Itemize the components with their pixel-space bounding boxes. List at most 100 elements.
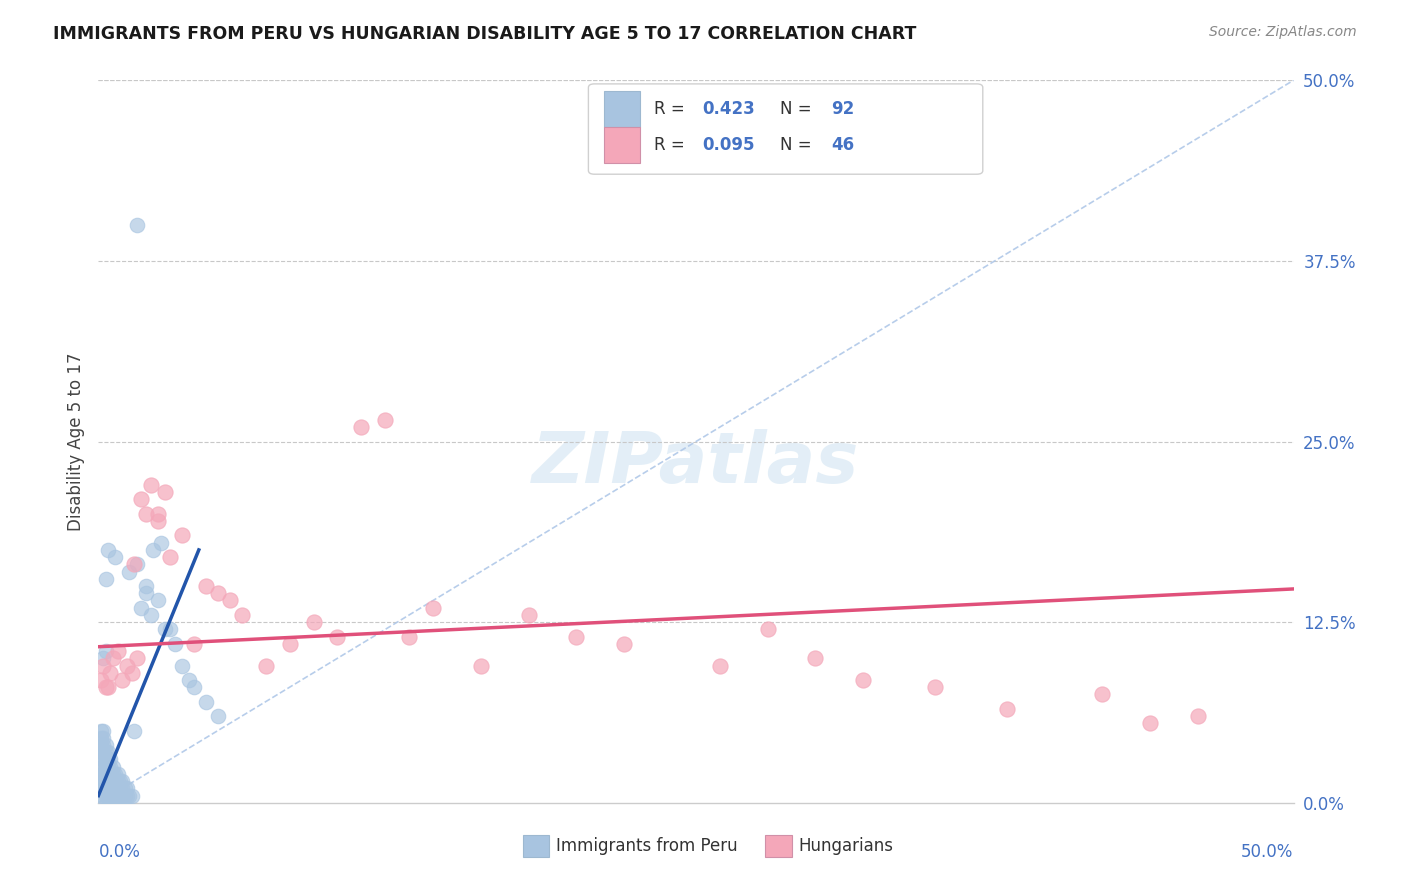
Point xyxy=(195,579,218,593)
Text: 46: 46 xyxy=(831,136,853,154)
Point xyxy=(90,774,112,789)
Point xyxy=(183,637,205,651)
Point xyxy=(91,781,114,796)
Point xyxy=(131,600,153,615)
Point xyxy=(98,665,122,680)
Point xyxy=(94,789,117,803)
Point xyxy=(101,767,124,781)
Point xyxy=(90,760,112,774)
Point xyxy=(111,781,134,796)
Point xyxy=(207,709,229,723)
Point xyxy=(118,565,141,579)
Point xyxy=(91,789,114,803)
Point xyxy=(142,542,165,557)
Point xyxy=(94,572,117,586)
Point xyxy=(374,413,396,427)
Point xyxy=(90,738,112,752)
Point xyxy=(91,723,114,738)
Point xyxy=(398,630,420,644)
Point xyxy=(111,789,134,803)
Point xyxy=(183,680,205,694)
Point xyxy=(124,558,146,572)
Point xyxy=(91,767,114,781)
Point xyxy=(94,752,117,766)
Point xyxy=(107,789,129,803)
Text: R =: R = xyxy=(654,100,690,118)
Point xyxy=(101,651,124,665)
Point xyxy=(91,760,114,774)
Point xyxy=(115,789,138,803)
Y-axis label: Disability Age 5 to 17: Disability Age 5 to 17 xyxy=(66,352,84,531)
Point xyxy=(94,680,117,694)
Point xyxy=(104,767,127,781)
Point xyxy=(756,623,779,637)
FancyBboxPatch shape xyxy=(605,91,640,128)
Text: R =: R = xyxy=(654,136,690,154)
Point xyxy=(172,528,194,542)
Point xyxy=(90,673,112,687)
Point xyxy=(104,774,127,789)
Point xyxy=(115,658,138,673)
Point xyxy=(97,789,120,803)
Text: N =: N = xyxy=(779,100,817,118)
Point xyxy=(91,774,114,789)
Point xyxy=(98,774,122,789)
Point xyxy=(104,789,127,803)
Text: ZIPatlas: ZIPatlas xyxy=(533,429,859,498)
Point xyxy=(94,781,117,796)
Point xyxy=(101,781,124,796)
Point xyxy=(148,507,170,521)
Point xyxy=(852,673,875,687)
Point xyxy=(179,673,201,687)
Text: Hungarians: Hungarians xyxy=(799,838,894,855)
Point xyxy=(254,658,277,673)
Point xyxy=(90,767,112,781)
Point xyxy=(90,723,112,738)
Point xyxy=(94,760,117,774)
Point xyxy=(709,658,731,673)
Point xyxy=(98,789,122,803)
Point xyxy=(135,586,157,600)
Point xyxy=(90,731,112,745)
Point xyxy=(125,651,148,665)
FancyBboxPatch shape xyxy=(765,835,792,857)
Point xyxy=(98,752,122,766)
Point xyxy=(98,767,122,781)
Point xyxy=(97,752,120,766)
Point xyxy=(1139,716,1161,731)
Point xyxy=(98,760,122,774)
Point xyxy=(108,781,131,796)
Text: Immigrants from Peru: Immigrants from Peru xyxy=(557,838,738,855)
Point xyxy=(97,774,120,789)
Point xyxy=(91,658,114,673)
Point xyxy=(98,781,122,796)
FancyBboxPatch shape xyxy=(605,128,640,163)
Point xyxy=(149,535,172,549)
Point xyxy=(111,774,134,789)
Text: 50.0%: 50.0% xyxy=(1241,843,1294,861)
FancyBboxPatch shape xyxy=(589,84,983,174)
Point xyxy=(139,478,162,492)
Point xyxy=(148,593,170,607)
Point xyxy=(94,774,117,789)
Point xyxy=(804,651,827,665)
Point xyxy=(94,644,117,658)
Point xyxy=(1091,687,1114,701)
Point xyxy=(613,637,636,651)
Point xyxy=(124,723,146,738)
FancyBboxPatch shape xyxy=(523,835,548,857)
Point xyxy=(155,485,177,500)
Point xyxy=(97,781,120,796)
Point xyxy=(422,600,444,615)
Point xyxy=(159,623,181,637)
Point xyxy=(90,745,112,759)
Point xyxy=(107,767,129,781)
Point xyxy=(107,781,129,796)
Point xyxy=(517,607,540,622)
Point xyxy=(97,767,120,781)
Point xyxy=(91,651,114,665)
Point xyxy=(91,745,114,759)
Point xyxy=(302,615,325,630)
Point xyxy=(121,665,143,680)
Point xyxy=(135,507,157,521)
